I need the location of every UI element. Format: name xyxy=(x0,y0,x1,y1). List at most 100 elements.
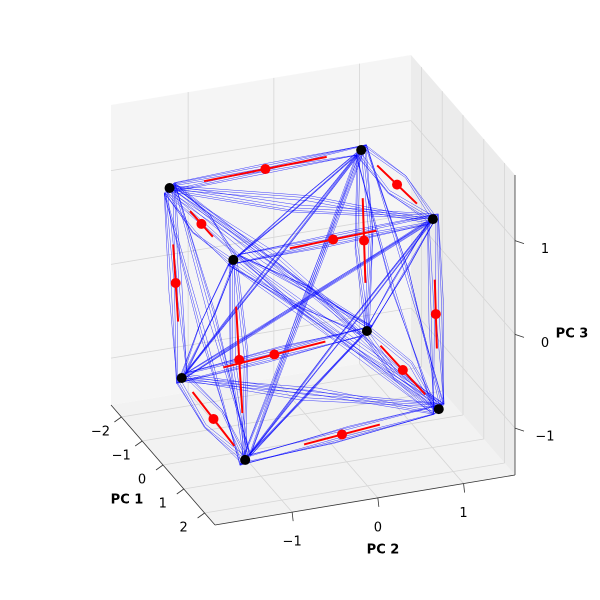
trajectory xyxy=(185,374,247,461)
y-tick xyxy=(463,483,465,493)
trajectory xyxy=(241,221,432,465)
trajectory xyxy=(179,378,247,458)
x-tick xyxy=(176,488,185,495)
vertex xyxy=(356,145,367,156)
trajectory xyxy=(178,220,434,383)
midpoint xyxy=(392,179,403,190)
trajectory xyxy=(242,219,434,464)
trajectory xyxy=(366,217,437,334)
trajectory xyxy=(365,146,435,220)
grid-line xyxy=(359,363,464,484)
z-tick-label: 1 xyxy=(541,242,549,257)
x-axis-label: PC 1 xyxy=(111,493,144,508)
x-tick-label: −2 xyxy=(91,425,110,440)
trajectory xyxy=(177,152,361,383)
x-tick xyxy=(197,512,205,519)
midpoint xyxy=(269,349,280,360)
trajectory xyxy=(361,334,437,411)
trajectory xyxy=(182,260,232,376)
y-tick xyxy=(377,497,380,507)
trajectory xyxy=(170,185,437,215)
trajectory xyxy=(239,155,357,465)
pane xyxy=(111,55,411,405)
trajectory xyxy=(249,215,436,455)
midpoint xyxy=(328,234,339,245)
z-tick xyxy=(514,333,525,338)
trajectory xyxy=(371,327,441,410)
trajectory xyxy=(355,151,368,330)
trajectory xyxy=(229,154,357,263)
y-tick xyxy=(291,512,294,522)
trajectory xyxy=(238,255,370,331)
trajectory xyxy=(186,146,364,373)
trajectory xyxy=(236,254,445,404)
trajectory xyxy=(237,254,445,405)
trajectory xyxy=(185,216,434,374)
trajectory xyxy=(248,217,434,456)
trajectory xyxy=(176,381,243,462)
trajectory xyxy=(363,333,439,409)
z-tick xyxy=(514,427,525,432)
trajectory xyxy=(164,193,241,466)
y-tick-label: 1 xyxy=(459,506,467,521)
trajectory xyxy=(165,155,356,194)
grid-line xyxy=(110,213,412,265)
trajectory xyxy=(366,329,442,406)
trajectory xyxy=(356,153,431,221)
grid-line xyxy=(110,307,412,359)
trajectory xyxy=(237,144,367,258)
z-tick-label: −1 xyxy=(535,430,554,445)
trajectory xyxy=(177,222,432,384)
trajectory xyxy=(239,154,358,466)
vertex xyxy=(240,454,251,465)
vertex xyxy=(361,326,372,337)
trajectory xyxy=(227,155,357,265)
trajectory xyxy=(250,214,437,455)
trajectory xyxy=(367,331,437,413)
trajectory xyxy=(365,146,441,410)
trajectory xyxy=(248,147,363,456)
trajectory xyxy=(173,183,251,455)
x-tick-label: 1 xyxy=(159,497,167,512)
trajectory xyxy=(356,153,437,411)
trajectory xyxy=(236,257,249,462)
midpoint xyxy=(260,164,271,175)
trajectory xyxy=(174,144,367,183)
trajectory xyxy=(174,183,249,459)
trajectory xyxy=(238,213,438,256)
trajectory xyxy=(249,145,365,455)
trajectory xyxy=(179,381,435,415)
trajectory xyxy=(176,335,362,384)
grid-line xyxy=(162,414,464,466)
midpoint xyxy=(170,277,181,288)
trajectory xyxy=(184,148,362,374)
trajectory xyxy=(228,264,434,415)
trajectory xyxy=(164,191,231,262)
trajectory xyxy=(369,329,439,412)
trajectory xyxy=(180,262,230,378)
midpoint xyxy=(234,354,245,365)
trajectory xyxy=(228,262,244,460)
trajectory xyxy=(228,155,356,264)
midpoint xyxy=(430,309,441,320)
trajectory xyxy=(438,214,444,407)
trajectory xyxy=(171,187,438,413)
trajectory xyxy=(164,193,177,383)
vertex xyxy=(164,183,175,194)
trajectory xyxy=(169,189,430,224)
trajectory xyxy=(177,380,245,460)
z-axis-label: PC 3 xyxy=(556,327,589,342)
axis-line xyxy=(214,474,516,526)
trajectory xyxy=(230,261,246,458)
axis-line xyxy=(110,404,216,526)
x-tick xyxy=(134,440,143,447)
trajectory xyxy=(179,260,235,382)
vertex xyxy=(427,214,438,225)
trajectory xyxy=(364,148,433,222)
trajectory xyxy=(247,326,372,460)
z-tick-label: 0 xyxy=(541,336,549,351)
trajectory xyxy=(228,224,428,265)
grid-line xyxy=(142,390,443,442)
